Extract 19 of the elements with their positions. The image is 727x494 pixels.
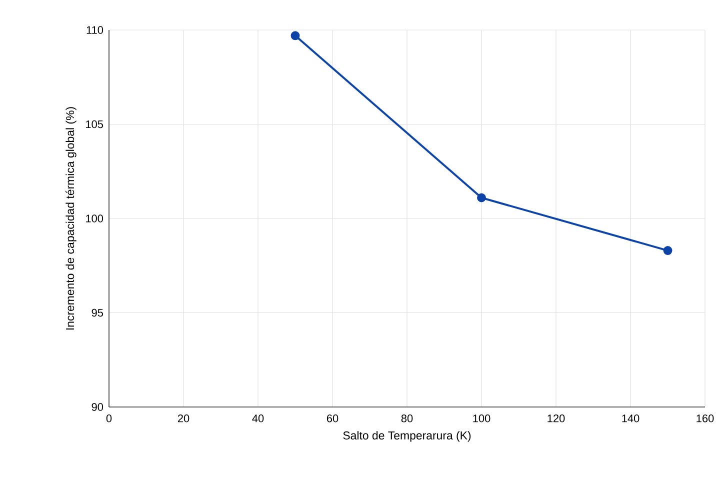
x-tick-label: 80 — [401, 414, 413, 422]
x-axis-title: Salto de Temperarura (K) — [343, 431, 471, 442]
x-tick-label: 20 — [178, 414, 190, 422]
x-tick-label: 120 — [548, 414, 565, 422]
y-tick-label: 95 — [92, 308, 104, 317]
y-tick-label: 90 — [92, 403, 104, 411]
x-tick-label: 140 — [622, 414, 640, 422]
x-tick-label: 160 — [696, 414, 714, 422]
point — [477, 193, 486, 202]
x-tick-label: 0 — [106, 414, 112, 422]
y-tick-label: 110 — [86, 26, 104, 34]
point — [290, 31, 300, 40]
y-tick-label: 100 — [86, 214, 104, 222]
y-axis-title: Incremento de capacidad térmica global (%) — [66, 107, 76, 330]
point — [663, 246, 672, 256]
x-tick-label: 40 — [252, 414, 264, 422]
x-tick-label: 100 — [473, 414, 490, 422]
x-tick-label: 60 — [326, 414, 338, 422]
y-tick-label: 105 — [86, 120, 104, 128]
